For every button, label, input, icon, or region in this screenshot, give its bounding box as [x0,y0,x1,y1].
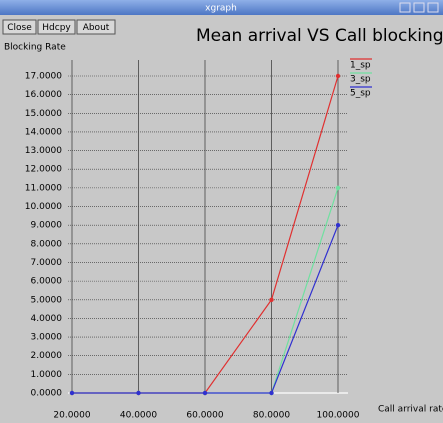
x-tick-label: 100.0000 [317,411,360,421]
y-tick-label: 7.0000 [31,258,63,268]
legend-label: 3_sp [350,75,371,85]
minimize-button[interactable] [399,2,411,13]
data-point [136,390,141,396]
toolbar-button[interactable] [37,19,76,35]
toolbar-button-label[interactable]: Hdcpy [42,23,71,33]
title-bar [0,0,443,15]
y-axis-label: Blocking Rate [4,43,66,53]
x-tick-label: 40.0000 [120,411,157,421]
data-point [269,390,274,396]
data-point [335,222,341,228]
data-point [335,73,341,79]
window-title: xgraph [205,4,237,14]
toolbar-button-label[interactable]: About [83,23,110,33]
y-tick-label: 0.0000 [31,389,63,399]
toolbar-button[interactable] [2,19,37,35]
x-axis-label: Call arrival rate [378,405,443,415]
y-tick-label: 12.0000 [25,165,62,175]
legend-label: 1_sp [350,61,371,71]
x-tick-label: 60.0000 [186,411,223,421]
x-tick-label: 20.0000 [53,411,90,421]
y-tick-label: 5.0000 [31,295,63,305]
y-tick-label: 13.0000 [25,146,62,156]
toolbar-button[interactable] [76,19,116,35]
y-tick-label: 4.0000 [31,314,63,324]
y-tick-label: 1.0000 [31,370,63,380]
y-tick-label: 8.0000 [31,239,63,249]
y-tick-label: 9.0000 [31,221,63,231]
y-tick-label: 16.0000 [25,90,62,100]
data-point [202,390,208,396]
data-point [269,297,274,302]
y-tick-label: 17.0000 [25,72,62,82]
maximize-button[interactable] [413,2,425,13]
legend-label: 5_sp [350,89,371,99]
toolbar-button-label[interactable]: Close [7,23,32,33]
data-point [69,390,75,396]
y-tick-label: 11.0000 [25,183,62,193]
y-tick-label: 2.0000 [31,351,63,361]
y-tick-label: 14.0000 [25,127,62,137]
close-window-button[interactable] [427,2,439,13]
chart-title: Mean arrival VS Call blocking [196,26,443,46]
y-tick-label: 15.0000 [25,109,62,119]
x-tick-label: 80.0000 [253,411,290,421]
y-tick-label: 6.0000 [31,277,63,287]
y-tick-label: 3.0000 [31,333,63,343]
data-point [335,185,341,191]
y-tick-label: 10.0000 [25,202,62,212]
